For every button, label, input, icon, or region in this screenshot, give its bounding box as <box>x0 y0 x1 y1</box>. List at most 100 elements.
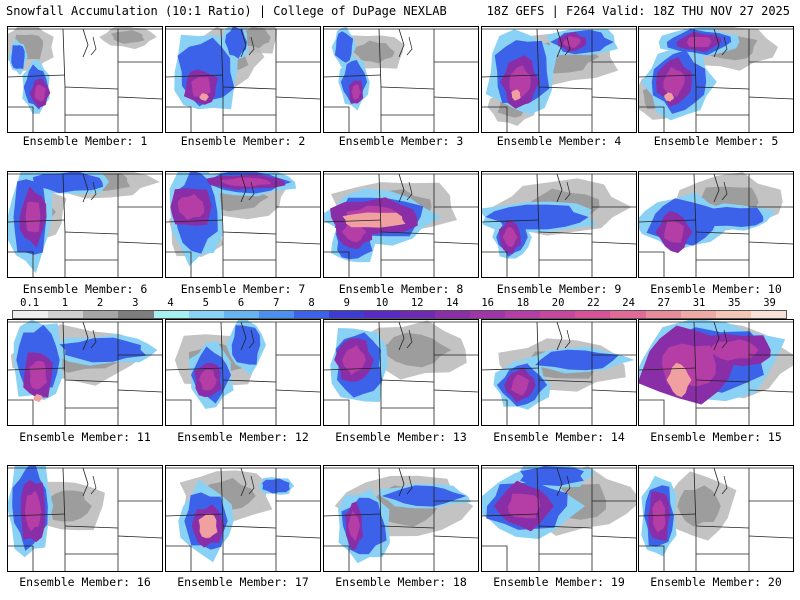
state-boundary <box>639 251 665 277</box>
colorbar-tick-label: 27 <box>657 297 671 309</box>
colorbar-ticks: 0.1 1 2 3 4 5 6 7 8 9 10 12 14 16 18 20 22 24 27 31 35 39 <box>12 296 787 310</box>
ensemble-member-label: Ensemble Member: 10 <box>650 282 782 296</box>
state-boundary <box>222 379 277 383</box>
heavy-snow-area <box>348 510 360 542</box>
colorbar-tick-label: 24 <box>622 297 635 309</box>
snowfall-map <box>482 27 636 132</box>
state-boundary <box>166 367 224 371</box>
ensemble-member-label: Ensemble Member: 16 <box>19 575 151 589</box>
heavy-snow-area <box>221 177 271 187</box>
state-boundary <box>556 28 563 58</box>
colorbar-tick-label: 14 <box>446 297 459 309</box>
heavy-snow-area <box>502 226 518 248</box>
state-boundary <box>117 241 162 245</box>
colorbar-tick-label: 16 <box>481 297 494 309</box>
snowfall-map <box>324 172 478 277</box>
state-boundary <box>433 96 478 100</box>
max-snow-area <box>511 89 521 101</box>
state-boundary <box>8 251 34 277</box>
state-boundary <box>693 321 697 381</box>
lake-outline <box>90 329 97 349</box>
state-boundary <box>8 513 66 517</box>
snowfall-map <box>639 320 793 425</box>
state-boundary <box>591 389 636 393</box>
heavy-snow-area <box>34 84 46 102</box>
ensemble-map-panel <box>481 171 637 278</box>
colorbar-cell <box>294 311 330 318</box>
ensemble-member-label: Ensemble Member: 6 <box>22 282 148 296</box>
map-title: Snowfall Accumulation (10:1 Ratio) | Col… <box>6 4 447 18</box>
state-boundary <box>713 173 720 203</box>
light-snow-area <box>111 30 145 44</box>
max-snow-area <box>666 362 692 398</box>
state-boundary <box>748 535 793 539</box>
state-boundary <box>220 173 224 233</box>
state-boundary <box>166 219 224 223</box>
colorbar-cell <box>469 311 505 318</box>
state-boundary <box>380 379 435 383</box>
state-boundary <box>324 367 382 371</box>
state-boundary <box>693 173 697 233</box>
state-boundary <box>482 74 540 78</box>
state-boundary <box>64 231 119 235</box>
state-boundary <box>8 399 34 425</box>
state-boundary <box>538 86 593 90</box>
state-boundary <box>240 321 247 351</box>
state-boundary <box>220 28 224 88</box>
state-boundary <box>222 525 277 529</box>
state-boundary <box>378 28 382 88</box>
ensemble-map-panel <box>481 26 637 133</box>
snowfall-map <box>8 320 162 425</box>
ensemble-member-label: Ensemble Member: 3 <box>338 134 464 148</box>
state-boundary <box>556 467 563 497</box>
colorbar-cell <box>118 311 154 318</box>
snowfall-map <box>166 320 320 425</box>
heavy-snow-area <box>509 65 531 99</box>
colorbar-cell <box>48 311 84 318</box>
state-boundary <box>378 173 382 233</box>
state-boundary <box>482 399 508 425</box>
state-boundary <box>64 86 119 90</box>
snowfall-map <box>639 172 793 277</box>
state-boundary <box>693 28 697 88</box>
moderate-snow-area <box>225 27 247 59</box>
colorbar-cell <box>610 311 646 318</box>
heavy-snow-area <box>511 374 529 396</box>
snowfall-map <box>324 320 478 425</box>
state-boundary <box>398 321 405 351</box>
ensemble-map-panel <box>165 465 321 572</box>
lake-outline <box>721 181 728 201</box>
heavy-snow-area <box>29 360 47 390</box>
colorbar-cell <box>329 311 365 318</box>
state-boundary <box>591 241 636 245</box>
state-boundary <box>380 525 435 529</box>
ensemble-member-label: Ensemble Member: 12 <box>177 430 309 444</box>
state-boundary <box>117 96 162 100</box>
colorbar-tick-label: 1 <box>61 297 69 309</box>
snowfall-map <box>639 27 793 132</box>
state-boundary <box>591 535 636 539</box>
state-boundary <box>591 96 636 100</box>
state-boundary <box>324 399 350 425</box>
heavy-snow-area <box>709 339 759 361</box>
colorbar-tick-label: 2 <box>96 297 104 309</box>
colorbar-tick-label: 18 <box>516 297 530 309</box>
state-boundary <box>82 173 89 203</box>
heavy-snow-area <box>177 194 205 220</box>
colorbar-cell <box>364 311 400 318</box>
colorbar-cell <box>750 311 787 318</box>
lake-outline <box>564 475 571 495</box>
colorbar-cell <box>504 311 541 318</box>
state-boundary <box>275 241 320 245</box>
state-boundary <box>639 367 697 371</box>
state-boundary <box>482 251 508 277</box>
state-boundary <box>117 389 162 393</box>
state-boundary <box>240 173 247 203</box>
state-boundary <box>639 74 697 78</box>
state-boundary <box>482 513 540 517</box>
colorbar-cell <box>13 311 49 318</box>
state-boundary <box>275 535 320 539</box>
ensemble-map-panel <box>638 465 794 572</box>
ensemble-map-panel <box>7 26 163 133</box>
max-snow-area <box>664 92 674 102</box>
